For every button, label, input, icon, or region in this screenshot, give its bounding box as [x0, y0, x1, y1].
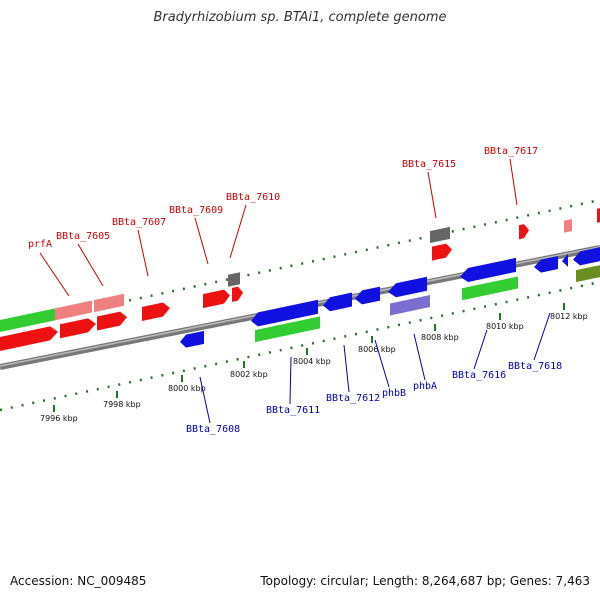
pseudo-BBta_7610 [228, 272, 240, 287]
gene-label-prfa[interactable]: prfA [28, 239, 52, 250]
scale-ticks: 7996 kbp 7998 kbp 8000 kbp 8002 kbp 8004 kbp… [40, 303, 588, 423]
cds-BBta_7615 [432, 243, 452, 261]
label-leader-line [199, 376, 211, 424]
gene-label-phbb[interactable]: phbB [382, 388, 406, 399]
gene-label-bbta_7605[interactable]: BBta_7605 [56, 231, 110, 242]
gene-label-bbta_7611[interactable]: BBta_7611 [266, 405, 320, 416]
cds-BBta_7612 [323, 292, 352, 312]
reverse-strand-features [180, 247, 600, 348]
label-leader-line [229, 204, 247, 259]
label-leader-line [413, 333, 426, 381]
cds-prfA [0, 326, 58, 351]
cds-BBta_7606 [97, 311, 127, 331]
cds-phbB [355, 286, 380, 305]
gene-label-bbta_7618[interactable]: BBta_7618 [508, 361, 562, 372]
gene-label-bbta_7612[interactable]: BBta_7612 [326, 393, 380, 404]
label-leader-line [427, 171, 437, 219]
cds-BBta_7611 [251, 299, 318, 327]
gene-label-bbta_7608[interactable]: BBta_7608 [186, 424, 240, 435]
genome-title: Bradyrhizobium sp. BTAi1, complete genom… [153, 10, 447, 25]
scale-label: 8000 kbp [168, 384, 206, 393]
label-leader-line [509, 158, 518, 206]
label-leader-line [194, 217, 209, 265]
gene-bar-BBta_7606 [94, 293, 124, 313]
gene-bar-BBta_7605 [55, 300, 92, 321]
label-leader-line [39, 252, 70, 297]
cds-BBta_7618 [534, 255, 558, 273]
gene-bar-prfA [0, 308, 55, 332]
label-leader-line [289, 356, 292, 405]
scale-label: 7998 kbp [103, 400, 141, 409]
gene-label-bbta_7616[interactable]: BBta_7616 [452, 370, 506, 381]
cds-small-reverse [562, 253, 568, 267]
cds-BBta_7616 [460, 257, 516, 283]
pseudo-BBta_7615 [430, 226, 450, 244]
gene-labels: prfA BBta_7605BBta_7607BBta_7609BBta_7610… [28, 146, 562, 435]
gene-label-bbta_7617[interactable]: BBta_7617 [484, 146, 538, 157]
gene-bar-BBta_7611 [255, 316, 320, 343]
scale-label: 7996 kbp [40, 414, 78, 423]
gene-bar-small [564, 219, 572, 233]
gene-label-bbta_7607[interactable]: BBta_7607 [112, 217, 166, 228]
genome-summary-text: Topology: circular; Length: 8,264,687 bp… [260, 574, 590, 588]
accession-text: Accession: NC_009485 [10, 574, 147, 588]
gene-bar-olive [576, 265, 600, 283]
gene-label-bbta_7609[interactable]: BBta_7609 [169, 205, 223, 216]
cds-BBta_7605 [60, 318, 96, 339]
cds-edge-reverse [573, 247, 600, 266]
label-leader-line [374, 339, 390, 388]
label-leader-line [343, 344, 350, 393]
cds-BBta_7608 [180, 330, 204, 348]
scale-label: 8002 kbp [230, 370, 268, 379]
cds-BBta_7609 [203, 289, 230, 309]
gene-label-bbta_7615[interactable]: BBta_7615 [402, 159, 456, 170]
scale-label: 8004 kbp [293, 357, 331, 366]
label-leaders [39, 158, 551, 424]
cds-BBta_7617 [519, 224, 529, 240]
label-leader-line [473, 329, 488, 370]
cds-phbA [388, 276, 427, 298]
scale-label: 8012 kbp [550, 312, 588, 321]
gene-label-bbta_7610[interactable]: BBta_7610 [226, 192, 280, 203]
gene-bar-BBta_7616 [462, 276, 518, 301]
cds-BBta_7610 [232, 286, 243, 302]
label-leader-line [137, 229, 149, 277]
forward-strand-features [0, 207, 600, 351]
label-leader-line [77, 243, 104, 287]
cds-BBta_7607 [142, 302, 170, 321]
label-leader-line [533, 312, 551, 361]
gene-bar-phbA [390, 295, 430, 316]
scale-label: 8008 kbp [421, 333, 459, 342]
scale-label: 8010 kbp [486, 322, 524, 331]
gene-label-phba[interactable]: phbA [413, 381, 437, 392]
scale-label: 8006 kbp [358, 345, 396, 354]
